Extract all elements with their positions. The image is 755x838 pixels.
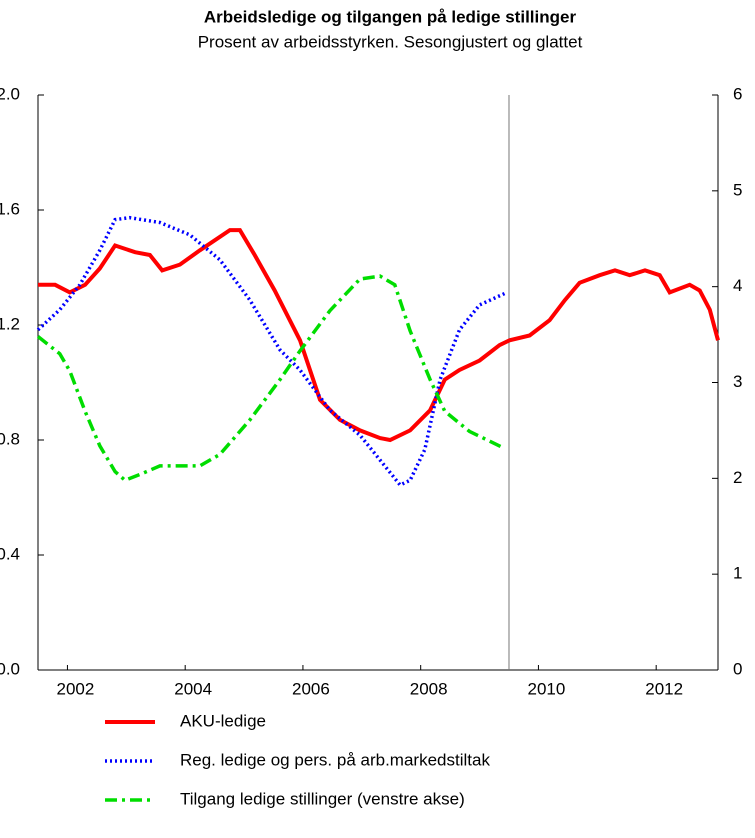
legend-label: AKU-ledige xyxy=(180,711,266,730)
x-tick-label: 2010 xyxy=(528,679,566,698)
legend-label: Reg. ledige og pers. på arb.markedstilta… xyxy=(180,750,490,769)
chart-subtitle: Prosent av arbeidsstyrken. Sesongjustert… xyxy=(198,32,583,51)
y-tick-label: 2.0 xyxy=(0,84,20,103)
y2-tick-label: 1 xyxy=(733,564,742,583)
x-tick-label: 2006 xyxy=(292,679,330,698)
series-line xyxy=(38,228,720,443)
y-tick-label: 1.6 xyxy=(0,199,20,218)
y-tick-label: 1.2 xyxy=(0,314,20,333)
series-line xyxy=(36,215,506,488)
x-tick-label: 2012 xyxy=(645,679,683,698)
y-tick-label: 0.0 xyxy=(0,659,20,678)
x-tick-label: 2002 xyxy=(57,679,95,698)
y2-tick-label: 3 xyxy=(733,372,742,391)
x-tick-label: 2008 xyxy=(410,679,448,698)
y2-tick-label: 0 xyxy=(733,659,742,678)
y-tick-label: 0.8 xyxy=(0,429,20,448)
x-tick-label: 2004 xyxy=(174,679,212,698)
y2-tick-label: 4 xyxy=(733,276,742,295)
y2-tick-label: 6 xyxy=(733,84,742,103)
y-tick-label: 0.4 xyxy=(0,544,20,563)
legend-label: Tilgang ledige stillinger (venstre akse) xyxy=(180,789,465,808)
series-line xyxy=(36,274,506,483)
chart-title: Arbeidsledige og tilgangen på ledige sti… xyxy=(204,7,577,26)
y2-tick-label: 2 xyxy=(733,468,742,487)
y2-tick-label: 5 xyxy=(733,180,742,199)
